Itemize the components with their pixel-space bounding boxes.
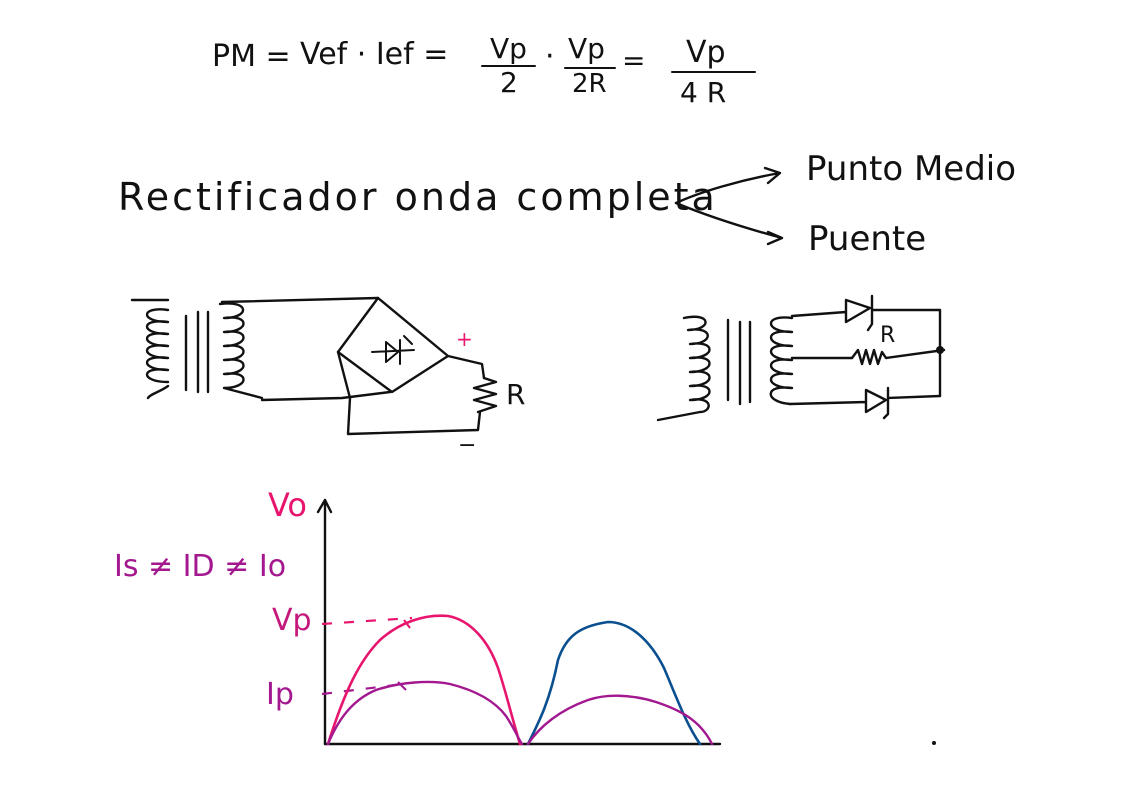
bridge-rectifier-circuit: R + −: [130, 296, 525, 458]
ct-load-label: R: [880, 323, 895, 348]
voltage-half-wave-1: [326, 614, 522, 746]
formula-eq: =: [622, 44, 645, 77]
heading-title: Rectificador onda completa: [118, 175, 718, 219]
load-resistor-icon: [472, 376, 498, 414]
ct-resistor-icon: [850, 348, 946, 366]
formula-dot: ·: [545, 39, 555, 74]
current-relation-label: Is ≠ ID ≠ Io: [114, 549, 286, 584]
current-half-wave-1: [326, 680, 524, 746]
branch-arrow-bottom: [674, 201, 784, 246]
center-tap-rectifier-circuit: R: [656, 294, 946, 422]
waveform-plot: Vo Is ≠ ID ≠ Io Vp Ip: [114, 486, 722, 746]
ct-top-wire: [790, 294, 942, 398]
formula-frac3-den: 4 R: [680, 76, 726, 109]
rectifier-heading: Rectificador onda completa Punto Medio P…: [118, 149, 1016, 259]
bridge-top-wire: [220, 296, 380, 304]
tick-label-vp: Vp: [272, 603, 312, 638]
branch-bottom-label: Puente: [808, 219, 926, 259]
stray-ink-dot: [932, 741, 936, 745]
bridge-output-positive-wire: [446, 354, 486, 380]
bridge-diamond: [336, 296, 450, 394]
power-formula: PM = Vef · Ief = Vp 2 · Vp 2R = Vp 4 R: [212, 32, 756, 109]
axis-label-vo: Vo: [268, 486, 307, 524]
current-half-wave-2: [526, 694, 714, 746]
formula-middle: Vef · Ief =: [300, 37, 448, 72]
y-axis: [316, 498, 333, 746]
transformer-secondary-coil: [218, 302, 264, 400]
bridge-plus-sign: +: [456, 327, 473, 351]
branch-arrow-top: [674, 166, 782, 205]
formula-frac2-num: Vp: [568, 32, 605, 65]
ip-curve-tick: [397, 681, 407, 691]
formula-lhs: PM =: [212, 39, 291, 74]
vp-guide-dash: [321, 616, 413, 626]
bridge-minus-sign: −: [458, 433, 476, 458]
formula-frac3-num: Vp: [686, 35, 726, 70]
ct-bottom-wire: [788, 386, 942, 420]
ct-secondary-coil: [769, 316, 794, 406]
vp-curve-tick: [403, 619, 411, 629]
formula-frac1-num: Vp: [490, 32, 527, 65]
transformer-core: [184, 310, 210, 394]
bridge-load-label: R: [506, 378, 525, 411]
ct-primary-coil: [656, 315, 711, 422]
ct-transformer-core: [726, 318, 752, 406]
bridge-diode-icon: [371, 335, 415, 365]
formula-frac1-den: 2: [500, 66, 518, 99]
bridge-output-return-wire: [336, 350, 482, 436]
transformer-primary-coil: [130, 298, 170, 400]
formula-frac2-den: 2R: [572, 69, 607, 99]
ct-junction-dot: [936, 346, 944, 354]
bridge-bottom-wire: [260, 390, 392, 402]
tick-label-ip: Ip: [266, 677, 294, 712]
branch-top-label: Punto Medio: [806, 149, 1016, 189]
voltage-half-wave-2: [526, 620, 702, 746]
